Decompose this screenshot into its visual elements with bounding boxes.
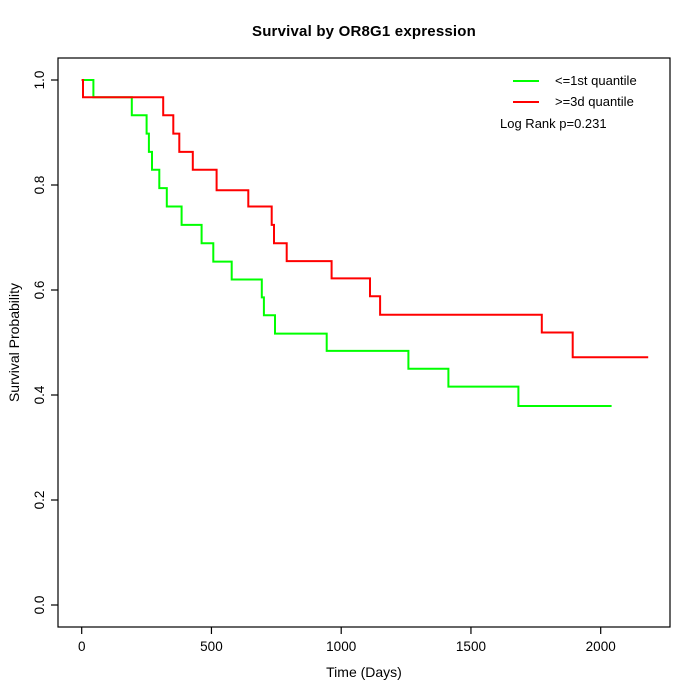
legend-item-high-quantile: >=3d quantile bbox=[513, 91, 637, 112]
x-axis-title: Time (Days) bbox=[326, 664, 402, 680]
legend: <=1st quantile >=3d quantile bbox=[513, 70, 637, 112]
y-axis-tick-label: 0.6 bbox=[32, 281, 47, 300]
y-axis-tick-label: 1.0 bbox=[32, 71, 47, 90]
plot-box bbox=[57, 57, 671, 628]
y-axis-tick-label: 0.2 bbox=[32, 491, 47, 510]
legend-line-green-icon bbox=[513, 79, 539, 82]
legend-label-high-quantile: >=3d quantile bbox=[555, 94, 634, 109]
km-curve-high-quantile bbox=[81, 79, 649, 359]
km-curve-low-quantile bbox=[81, 79, 612, 407]
y-axis-tick-label: 0.8 bbox=[32, 176, 47, 195]
logrank-pvalue-annotation: Log Rank p=0.231 bbox=[500, 116, 607, 131]
legend-line-red-icon bbox=[513, 100, 539, 103]
x-axis-tick-label: 0 bbox=[78, 639, 86, 654]
x-axis-tick-label: 2000 bbox=[586, 639, 616, 654]
legend-item-low-quantile: <=1st quantile bbox=[513, 70, 637, 91]
y-axis-tick-label: 0.0 bbox=[32, 596, 47, 615]
x-axis-tick-label: 1500 bbox=[456, 639, 486, 654]
legend-label-low-quantile: <=1st quantile bbox=[555, 73, 637, 88]
x-axis-tick-label: 1000 bbox=[326, 639, 356, 654]
y-axis-title: Survival Probability bbox=[6, 283, 22, 402]
x-axis-tick-label: 500 bbox=[200, 639, 223, 654]
chart-title: Survival by OR8G1 expression bbox=[251, 23, 477, 40]
y-axis-tick-label: 0.4 bbox=[32, 385, 47, 404]
